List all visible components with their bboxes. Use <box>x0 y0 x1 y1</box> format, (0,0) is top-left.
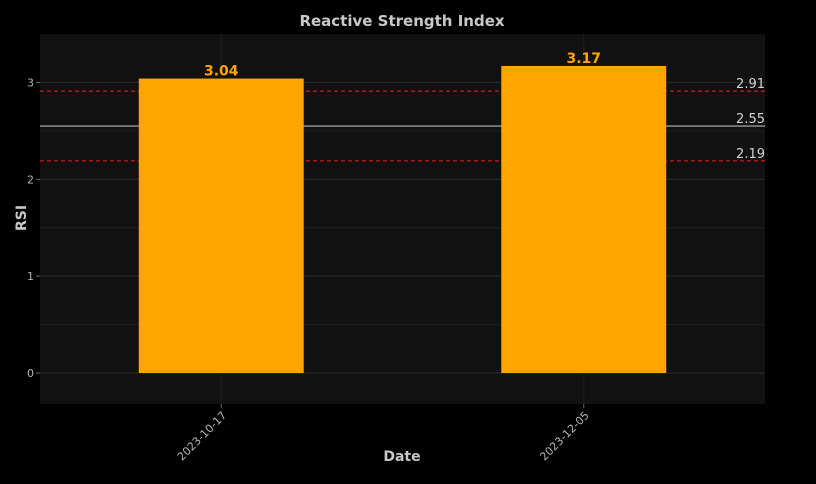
y-axis-title: RSI <box>14 205 30 231</box>
y-tick-label: 2 <box>27 173 34 186</box>
y-tick-label: 0 <box>27 367 34 380</box>
y-axis: 0 1 2 3 <box>27 76 40 380</box>
y-tick-label: 3 <box>27 76 34 89</box>
bar-value-label: 3.17 <box>566 51 601 67</box>
bars: 3.04 3.17 <box>138 51 667 374</box>
y-tick-label: 1 <box>27 270 34 283</box>
reference-line-label: 2.55 <box>736 112 765 127</box>
x-axis-title: Date <box>383 449 420 465</box>
chart-title: Reactive Strength Index <box>299 12 504 30</box>
reference-line-label: 2.91 <box>736 77 765 92</box>
bar <box>501 65 667 374</box>
reference-line-label: 2.19 <box>736 147 765 162</box>
x-tick-label: 2023-10-17 <box>175 409 229 463</box>
x-tick-label: 2023-12-05 <box>537 409 591 463</box>
bar-value-label: 3.04 <box>204 64 239 80</box>
bar <box>138 78 304 374</box>
